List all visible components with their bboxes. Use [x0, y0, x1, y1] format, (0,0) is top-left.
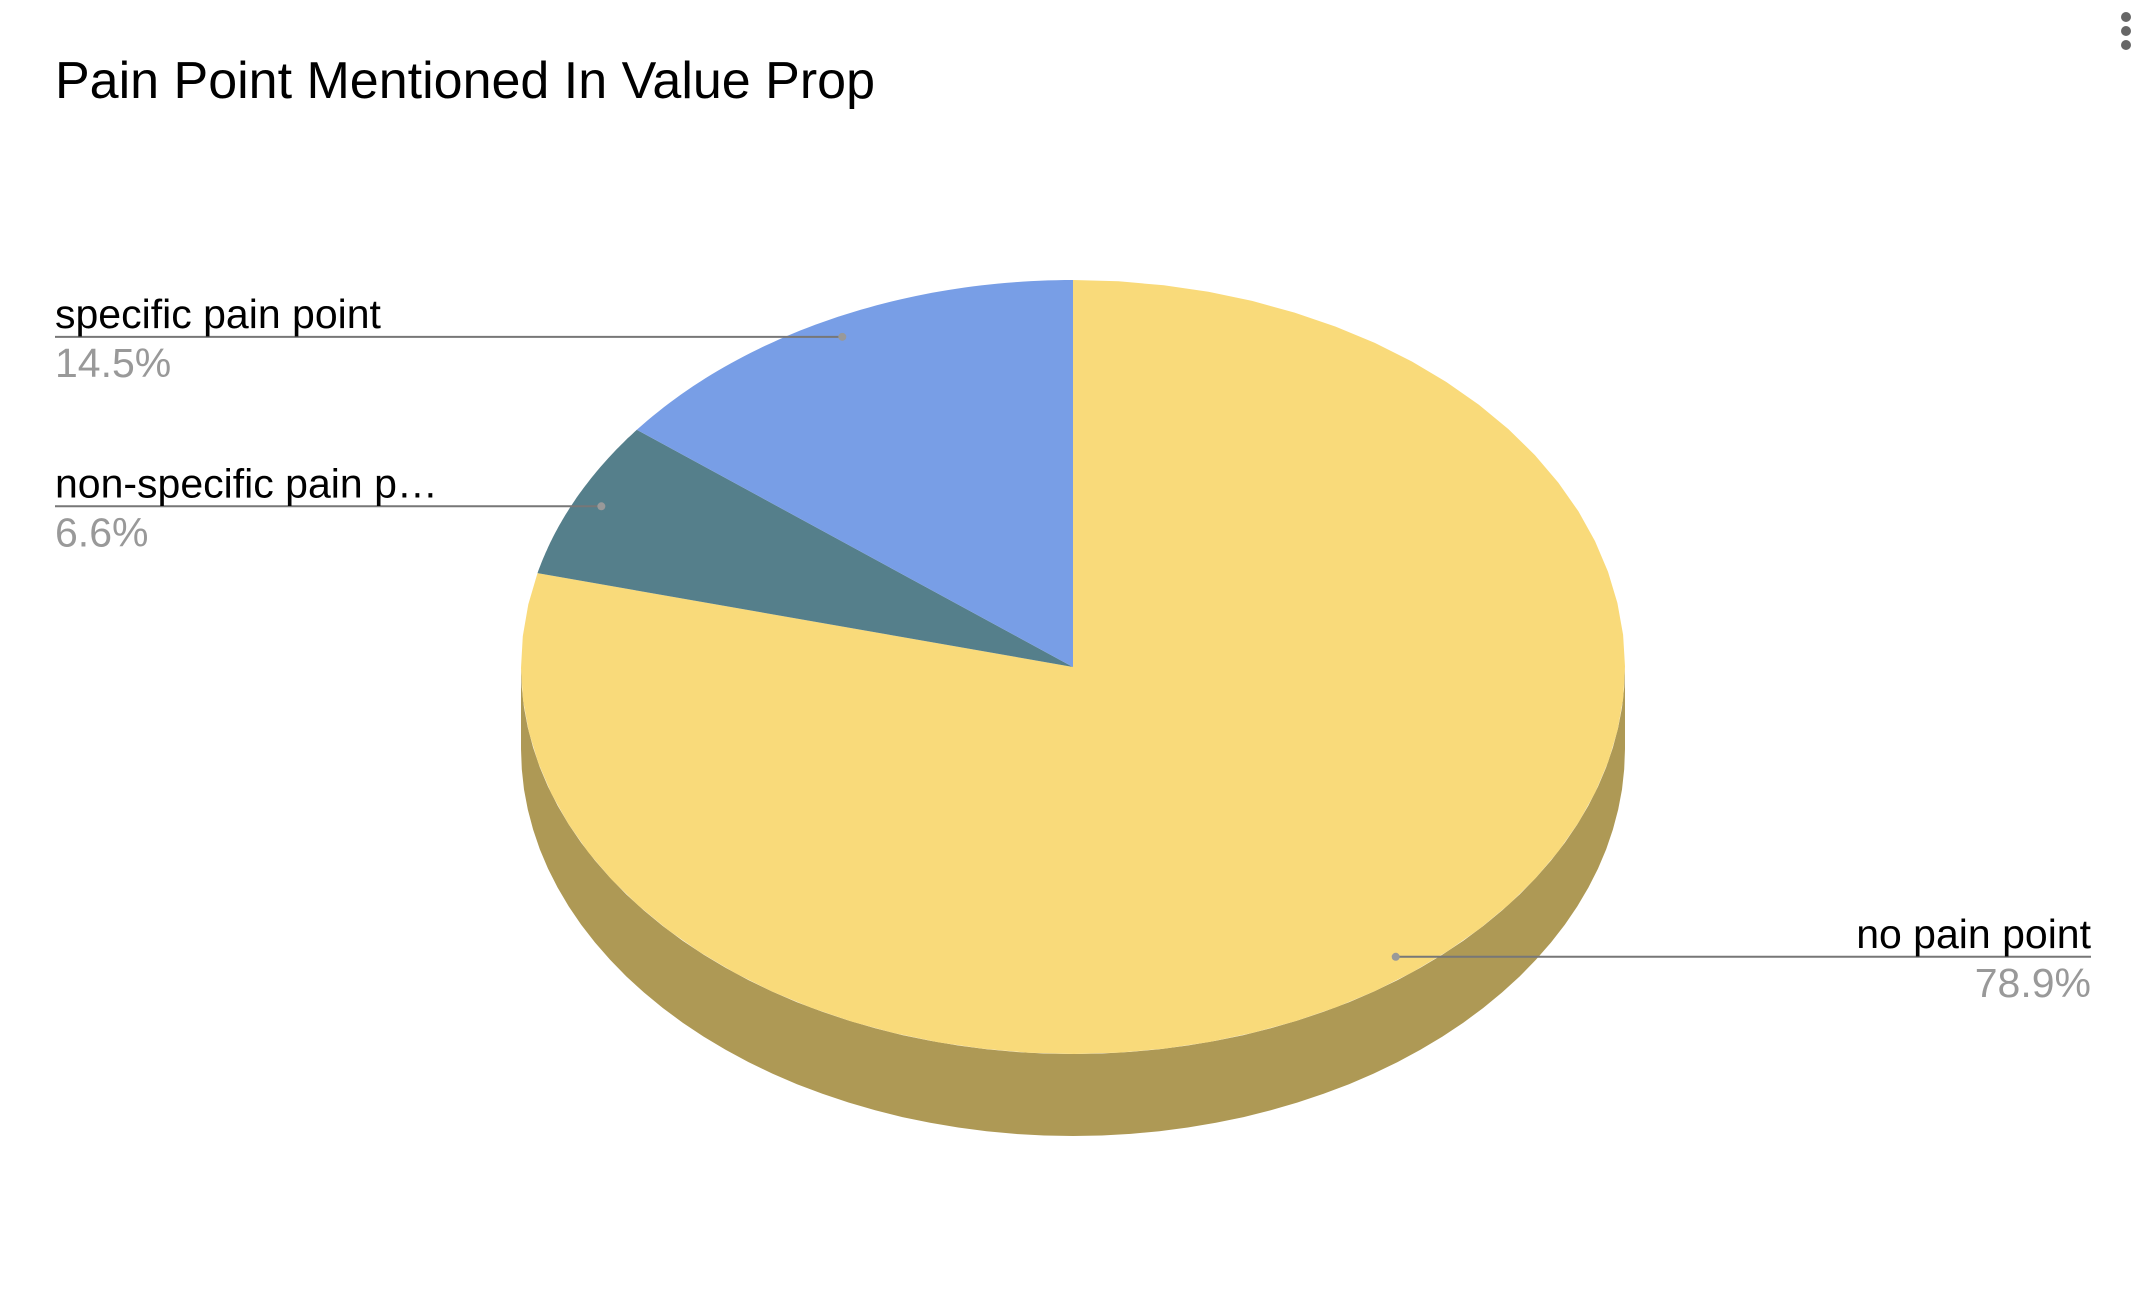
- menu-dot: [2121, 12, 2131, 22]
- slice-label: specific pain point: [55, 291, 382, 337]
- pie-slice: [636, 280, 1073, 667]
- slice-value-label: 6.6%: [55, 509, 148, 555]
- menu-dot: [2121, 40, 2131, 50]
- slice-value-label: 14.5%: [55, 340, 171, 386]
- menu-dot: [2121, 26, 2131, 36]
- leader-dot: [597, 502, 606, 511]
- slice-label: no pain point: [1856, 911, 2091, 957]
- slice-value-label: 78.9%: [1975, 960, 2091, 1006]
- menu-button[interactable]: [2121, 12, 2131, 50]
- leader-dot: [838, 332, 847, 341]
- chart-title: Pain Point Mentioned In Value Prop: [55, 52, 875, 110]
- pie-side: [521, 667, 1625, 1136]
- slice-label: non-specific pain p…: [55, 460, 438, 506]
- pie-slice: [537, 429, 1073, 667]
- leader-dot: [1391, 952, 1400, 961]
